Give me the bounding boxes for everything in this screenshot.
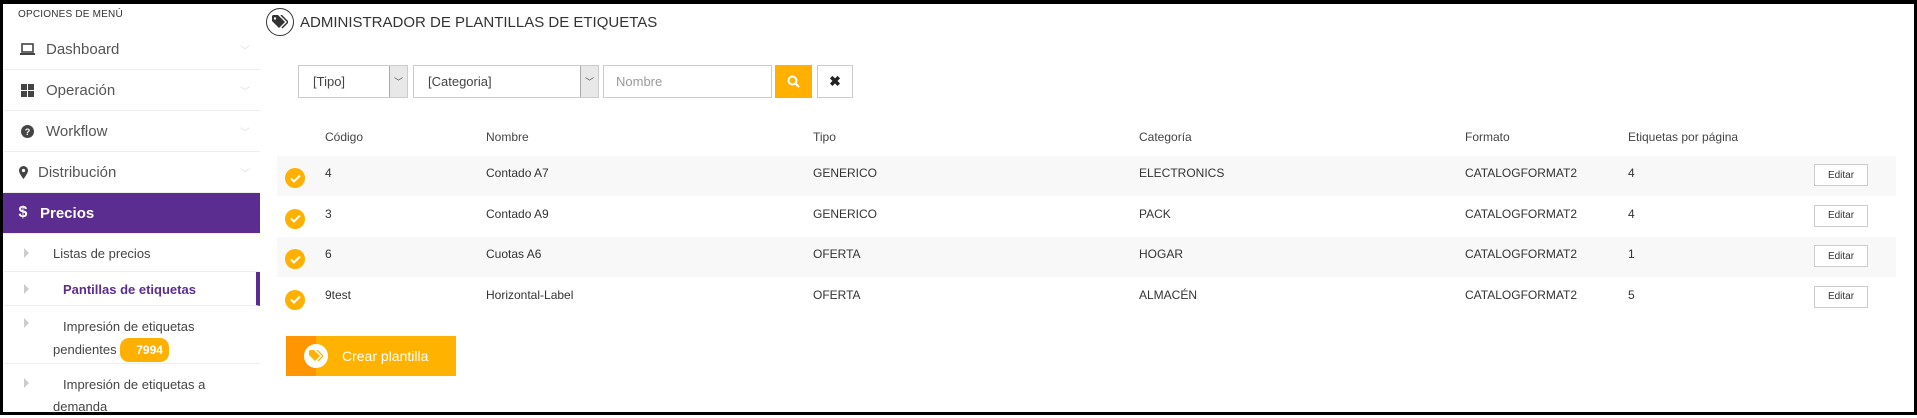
column-header-categoria: Categoría bbox=[1139, 130, 1192, 144]
cell-categoria: PACK bbox=[1139, 206, 1171, 221]
chevron-down-icon: ﹀ bbox=[580, 66, 598, 97]
dollar-icon: $ bbox=[18, 204, 28, 221]
table-row: 4 Contado A7 GENERICO ELECTRONICS CATALOGFOR… bbox=[277, 156, 1896, 196]
cell-formato: CATALOGFORMAT2 bbox=[1465, 206, 1578, 221]
column-header-codigo: Código bbox=[325, 130, 364, 144]
sidebar-item-precios[interactable]: $ Precios bbox=[0, 193, 260, 234]
column-header-tipo: Tipo bbox=[813, 130, 836, 144]
check-circle-icon bbox=[285, 289, 305, 310]
subitem-text: Impresión de etiquetas pendientes bbox=[53, 319, 195, 357]
close-icon: ✖ bbox=[829, 73, 841, 89]
cell-categoria: HOGAR bbox=[1139, 247, 1184, 261]
create-template-label: Crear plantilla bbox=[342, 348, 429, 364]
tipo-select[interactable]: [Tipo] ﹀ bbox=[298, 65, 408, 98]
create-template-button[interactable]: Crear plantilla bbox=[286, 336, 456, 376]
tags-icon bbox=[266, 8, 294, 36]
sidebar-item-dashboard[interactable]: Dashboard ﹀ bbox=[4, 29, 260, 70]
cell-tipo: GENERICO bbox=[813, 206, 878, 221]
cell-etiquetas: 4 bbox=[1628, 206, 1635, 221]
table-row: 3 Contado A9 GENERICO PACK CATALOGFORMAT2 4 Ed… bbox=[277, 197, 1896, 237]
cell-categoria: ALMACÉN bbox=[1139, 287, 1198, 302]
page-title-text: ADMINISTRADOR DE PLANTILLAS DE ETIQUETAS bbox=[300, 13, 658, 31]
cell-formato: CATALOGFORMAT2 bbox=[1465, 287, 1578, 302]
check-circle-icon bbox=[285, 208, 305, 229]
check-circle-icon bbox=[285, 249, 305, 269]
grid-icon bbox=[18, 83, 36, 97]
map-marker-icon bbox=[14, 165, 32, 179]
page-title: ADMINISTRADOR DE PLANTILLAS DE ETIQUETAS bbox=[266, 8, 657, 36]
pending-count-badge: 7994 bbox=[120, 338, 169, 362]
cell-etiquetas: 5 bbox=[1628, 287, 1635, 302]
sidebar-subitem-impresion-demanda[interactable]: Impresión de etiquetas a demanda bbox=[4, 364, 260, 415]
sidebar-subitem-plantillas[interactable]: Pantillas de etiquetas bbox=[4, 272, 260, 306]
caret-right-icon bbox=[24, 284, 29, 294]
chevron-down-icon: ﹀ bbox=[240, 45, 250, 57]
tipo-select-value: [Tipo] bbox=[313, 74, 346, 89]
menu-title: OPCIONES DE MENÚ bbox=[18, 9, 123, 20]
cell-tipo: OFERTA bbox=[813, 287, 861, 302]
column-header-nombre: Nombre bbox=[486, 130, 529, 144]
edit-button[interactable]: Editar bbox=[1814, 164, 1868, 186]
caret-right-icon bbox=[24, 378, 29, 388]
check-circle-icon bbox=[285, 168, 305, 188]
cell-formato: CATALOGFORMAT2 bbox=[1465, 247, 1578, 261]
sidebar-item-label: Operación bbox=[46, 81, 116, 99]
clear-button[interactable]: ✖ bbox=[817, 65, 853, 98]
categoria-select-value: [Categoria] bbox=[428, 74, 492, 89]
cell-formato: CATALOGFORMAT2 bbox=[1465, 166, 1578, 180]
sidebar-item-label: Distribución bbox=[38, 163, 117, 181]
chevron-down-icon: ﹀ bbox=[240, 86, 250, 98]
chevron-down-icon: ﹀ bbox=[240, 168, 250, 180]
search-icon bbox=[787, 75, 800, 88]
sidebar-item-label: Dashboard bbox=[46, 40, 120, 58]
subitem-label: Pantillas de etiquetas bbox=[63, 282, 196, 297]
subitem-label: Listas de precios bbox=[53, 246, 151, 261]
nombre-input[interactable] bbox=[603, 65, 772, 98]
cell-codigo: 9test bbox=[325, 287, 352, 302]
laptop-icon bbox=[18, 43, 36, 55]
edit-button[interactable]: Editar bbox=[1814, 204, 1868, 227]
cell-codigo: 4 bbox=[325, 166, 332, 180]
cell-nombre: Cuotas A6 bbox=[486, 247, 542, 261]
cell-categoria: ELECTRONICS bbox=[1139, 166, 1225, 180]
cell-codigo: 3 bbox=[325, 206, 332, 221]
chevron-down-icon: ﹀ bbox=[389, 66, 407, 97]
edit-button[interactable]: Editar bbox=[1814, 245, 1868, 267]
cell-etiquetas: 4 bbox=[1628, 166, 1635, 180]
column-header-etiquetas: Etiquetas por página bbox=[1628, 130, 1739, 144]
subitem-label: Impresión de etiquetas pendientes 7994 bbox=[53, 316, 223, 362]
column-header-formato: Formato bbox=[1465, 130, 1510, 144]
search-button[interactable] bbox=[775, 65, 812, 98]
sidebar: OPCIONES DE MENÚ Dashboard ﹀ Operación ﹀… bbox=[0, 0, 260, 415]
tag-icon bbox=[304, 344, 328, 368]
cell-tipo: GENERICO bbox=[813, 166, 878, 180]
caret-right-icon bbox=[24, 248, 29, 258]
caret-right-icon bbox=[24, 318, 29, 328]
cell-nombre: Contado A7 bbox=[486, 166, 549, 180]
edit-button[interactable]: Editar bbox=[1814, 285, 1868, 308]
sidebar-subitem-impresion-pendientes[interactable]: Impresión de etiquetas pendientes 7994 bbox=[4, 306, 260, 364]
sidebar-item-operacion[interactable]: Operación ﹀ bbox=[4, 70, 260, 111]
cell-tipo: OFERTA bbox=[813, 247, 861, 261]
sidebar-item-distribucion[interactable]: Distribución ﹀ bbox=[4, 152, 260, 193]
svg-text:?: ? bbox=[24, 127, 30, 137]
sidebar-item-workflow[interactable]: ? Workflow ﹀ bbox=[4, 111, 260, 152]
cell-nombre: Horizontal-Label bbox=[486, 287, 574, 302]
cell-etiquetas: 1 bbox=[1628, 247, 1635, 261]
cell-nombre: Contado A9 bbox=[486, 206, 549, 221]
table-row: 6 Cuotas A6 OFERTA HOGAR CATALOGFORMAT2 1 Edit… bbox=[277, 237, 1896, 277]
chevron-down-icon: ﹀ bbox=[240, 127, 250, 139]
sidebar-subitem-listas-de-precios[interactable]: Listas de precios bbox=[4, 234, 260, 272]
subitem-label: Impresión de etiquetas a demanda bbox=[53, 377, 206, 414]
question-circle-icon: ? bbox=[18, 124, 36, 138]
table-row: 9test Horizontal-Label OFERTA ALMACÉN CATALO… bbox=[277, 278, 1896, 318]
cell-codigo: 6 bbox=[325, 247, 332, 261]
categoria-select[interactable]: [Categoria] ﹀ bbox=[413, 65, 599, 98]
sidebar-item-label: Precios bbox=[40, 204, 95, 222]
sidebar-item-label: Workflow bbox=[46, 122, 108, 140]
